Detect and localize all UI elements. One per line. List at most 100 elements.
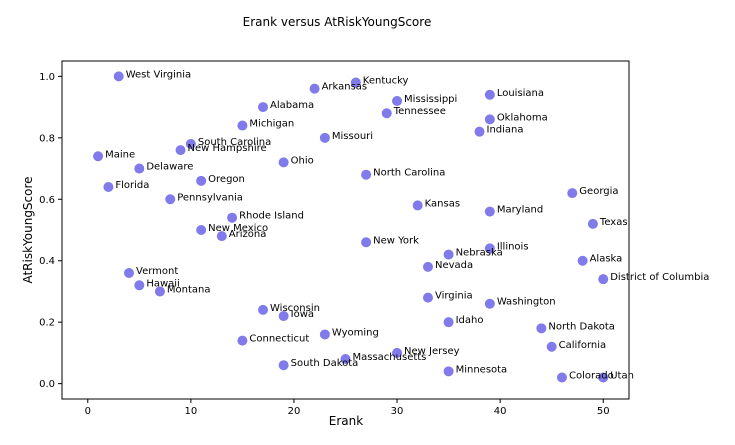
data-point [278,157,289,168]
point-label: New York [373,235,419,246]
data-point [577,255,588,266]
point-label: Wyoming [332,327,379,338]
point-label: Virginia [435,291,473,302]
point-label: Iowa [291,309,314,320]
point-label: New Mexico [208,223,268,234]
chart-title: Erank versus AtRiskYoungScore [243,15,432,29]
x-tick-label: 50 [597,406,610,417]
point-label: Alaska [590,254,623,265]
point-label: Idaho [456,315,484,326]
data-point [474,126,485,137]
data-point [546,341,557,352]
data-point [258,304,269,315]
point-label: Vermont [136,266,178,277]
data-point [196,175,207,186]
data-point [484,114,495,125]
y-tick-label: 0.6 [39,195,55,206]
y-tick-label: 1.0 [39,72,55,83]
point-label: Nevada [435,260,473,271]
data-point [196,225,207,235]
data-point [484,243,495,254]
data-point [443,249,454,260]
point-label: Ohio [291,155,314,166]
data-point [113,71,124,82]
x-tick-label: 10 [184,406,197,417]
x-tick-label: 0 [85,406,91,417]
point-label: Tennessee [393,106,446,117]
point-label: Utah [610,370,634,381]
data-point [412,200,423,211]
data-point [93,151,104,162]
data-point [165,194,176,205]
point-label: Kansas [425,198,460,209]
data-point [350,77,361,88]
data-point [598,274,609,285]
data-point [154,286,165,297]
data-point [484,89,495,100]
point-label: Maine [105,149,135,160]
data-point [556,372,567,383]
y-tick-label: 0.2 [39,318,55,329]
data-point [278,360,289,371]
point-label: Nebraska [456,248,503,259]
data-point [392,95,403,106]
y-axis: 0.0 0.2 0.4 0.6 0.8 1.0 [39,72,62,390]
x-tick-label: 40 [494,406,507,417]
point-label: New Jersey [404,346,460,357]
data-point [443,366,454,377]
point-label: Mississippi [404,94,457,105]
data-point [361,169,372,180]
point-label: Hawaii [146,278,180,289]
data-point [443,317,454,328]
x-tick-label: 30 [391,406,404,417]
data-point [598,372,609,383]
point-label: Pennsylvania [177,192,243,203]
point-label: Washington [497,297,556,308]
point-label: Georgia [579,186,618,197]
point-label: Arizona [229,229,267,240]
y-tick-label: 0.4 [39,256,55,267]
point-label: Michigan [249,119,294,130]
data-point [124,268,135,279]
point-label: Maryland [497,205,543,216]
point-label: Missouri [332,131,373,142]
data-point [587,218,598,229]
data-point [103,181,114,192]
point-label: Rhode Island [239,211,304,222]
point-label: Oregon [208,174,245,185]
data-point [278,311,289,322]
point-label: Indiana [487,125,524,136]
point-label: North Carolina [373,168,445,179]
point-label: District of Columbia [610,272,709,283]
data-point [381,108,392,119]
y-tick-label: 0.8 [39,133,55,144]
point-label: Alabama [270,100,314,111]
data-point [319,329,330,340]
data-point [185,138,196,149]
point-label: Minnesota [456,364,508,375]
data-point [361,237,372,248]
point-label: Wisconsin [270,303,320,314]
point-label: California [559,340,607,351]
x-axis: 0 10 20 30 40 50 [85,399,610,417]
data-point [175,145,186,156]
data-point [484,206,495,217]
data-point [258,102,269,113]
y-axis-label: AtRiskYoungScore [21,176,35,283]
point-label: South Dakota [291,358,359,369]
data-point [340,354,351,365]
data-point [237,335,248,346]
data-point [392,347,403,358]
point-label: Kentucky [363,76,409,87]
data-point [237,120,248,131]
data-point [134,163,145,174]
plot-area [61,60,630,400]
point-label: Massachusetts [353,352,427,363]
point-label: Oklahoma [497,112,548,123]
point-label: South Carolina [198,137,271,148]
data-point [422,261,433,272]
data-point [309,83,320,94]
x-axis-label: Erank [329,414,363,428]
